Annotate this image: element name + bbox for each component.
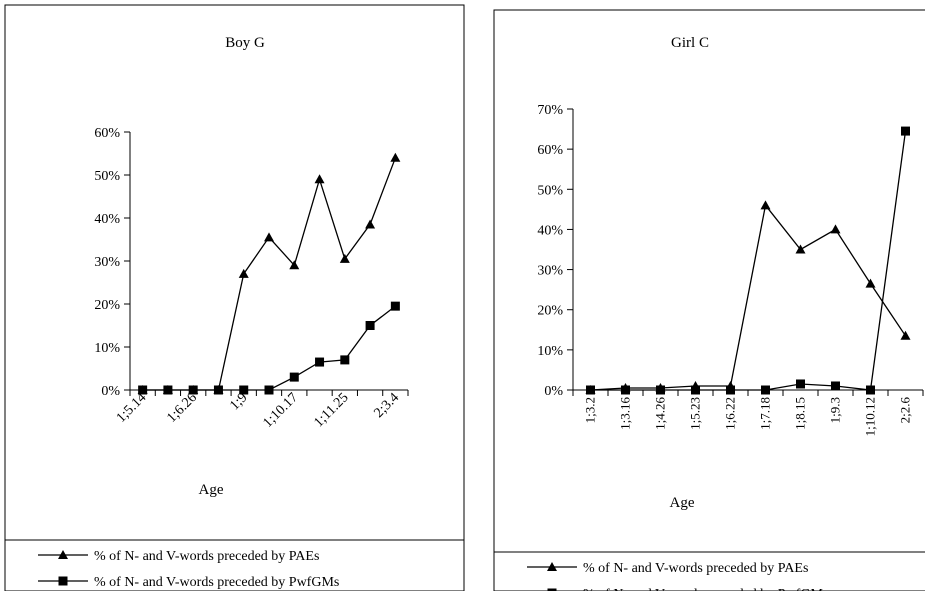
x-tick-label: 1;7.18 [758,397,773,430]
data-point-square [264,385,274,395]
y-tick-label: 40% [94,212,120,227]
x-tick-label: 1;10.17 [261,390,302,431]
y-tick-label: 70% [537,103,563,118]
legend-label: % of N- and V-words preceded by PwfGMs [94,575,339,590]
y-tick-label: 50% [94,169,120,184]
y-tick-label: 20% [537,304,563,319]
x-tick-label: 1;9.3 [828,397,843,423]
data-point-square [761,385,770,395]
data-point-triangle [390,152,401,162]
chart-panel-2: Girl C 0% 10% 20% 30% 40% 50% 60% 70% 1;3.2 1;3.16… [493,9,925,591]
y-tick-label: 30% [94,255,120,270]
data-point-square [586,385,595,395]
y-tick-label: 40% [537,223,563,238]
series-line-pwfgms [142,305,396,391]
data-point-square [866,385,875,395]
data-point-triangle [760,200,771,210]
data-point-triangle [365,219,376,229]
series-line-pwfgms [590,131,907,391]
chart-title: Girl C [671,35,709,51]
data-point-triangle [865,278,876,288]
data-point-square [390,301,400,311]
data-point-square [315,357,325,367]
chart-frame [4,4,465,591]
data-point-square [239,385,249,395]
x-tick-label: 1;10.12 [863,397,878,436]
x-tick-label: 1;6.22 [723,397,738,430]
data-point-square [365,321,375,330]
legend-label: % of N- and V-words preceded by PAEs [583,561,808,576]
chart-panel-1: Boy G0%10%20%30%40%50%60%1;5.14 1;6.26 1;9… [4,4,465,591]
legend-marker-square [58,576,68,586]
y-tick-label: 0% [544,384,563,399]
legend-box [4,539,465,591]
x-tick-label: 2;2.6 [898,397,913,424]
y-tick-label: 50% [537,183,563,198]
x-tick-label: 2;3.4 [372,390,403,421]
legend-label: % of N- and V-words preceded by PwfGMs [583,587,828,591]
y-tick-label: 60% [94,126,120,141]
x-axis-label: Age [670,495,695,511]
legend-label: % of N- and V-words preceded by PAEs [94,549,319,564]
y-tick-label: 20% [94,298,120,313]
data-point-square [831,381,840,391]
legend-box [493,551,925,591]
x-tick-label: 1;5.23 [688,397,703,430]
data-point-square [656,385,665,395]
legend-marker-triangle [58,550,68,559]
data-point-triangle [238,268,249,278]
y-tick-label: 30% [537,264,563,279]
data-point-square [901,126,910,136]
data-point-square [188,385,198,395]
y-tick-label: 10% [94,341,120,356]
y-tick-label: 60% [537,143,563,158]
y-tick-label: 0% [101,384,120,399]
x-tick-label: 1;3.16 [618,397,633,430]
x-axis-label: Age [199,482,224,498]
data-point-triangle [264,232,274,242]
data-point-square [691,385,700,395]
data-point-square [213,385,223,395]
legend-marker-square [547,588,557,591]
chart-frame [493,9,925,591]
x-tick-label: 1;3.2 [583,397,598,423]
data-point-triangle [830,224,841,234]
data-point-triangle [795,244,806,254]
x-tick-label: 1;8.15 [793,397,808,430]
data-point-triangle [339,253,350,263]
x-tick-label: 1;4.26 [653,397,668,430]
series-line-paes [590,203,907,391]
data-point-square [340,355,350,365]
data-point-triangle [900,330,911,340]
legend-marker-triangle [547,562,557,571]
y-tick-label: 10% [537,344,563,359]
data-point-square [796,379,805,389]
data-point-square [289,372,299,382]
data-point-square [138,385,148,395]
data-point-square [726,385,735,395]
x-tick-label: 1;11.25 [311,390,351,430]
series-line-paes [142,157,397,391]
data-point-square [621,385,630,395]
data-point-square [163,385,173,395]
data-point-triangle [314,174,325,184]
chart-title: Boy G [225,35,265,51]
data-point-triangle [289,260,300,270]
x-tick-label: 1;6.26 [164,390,200,426]
